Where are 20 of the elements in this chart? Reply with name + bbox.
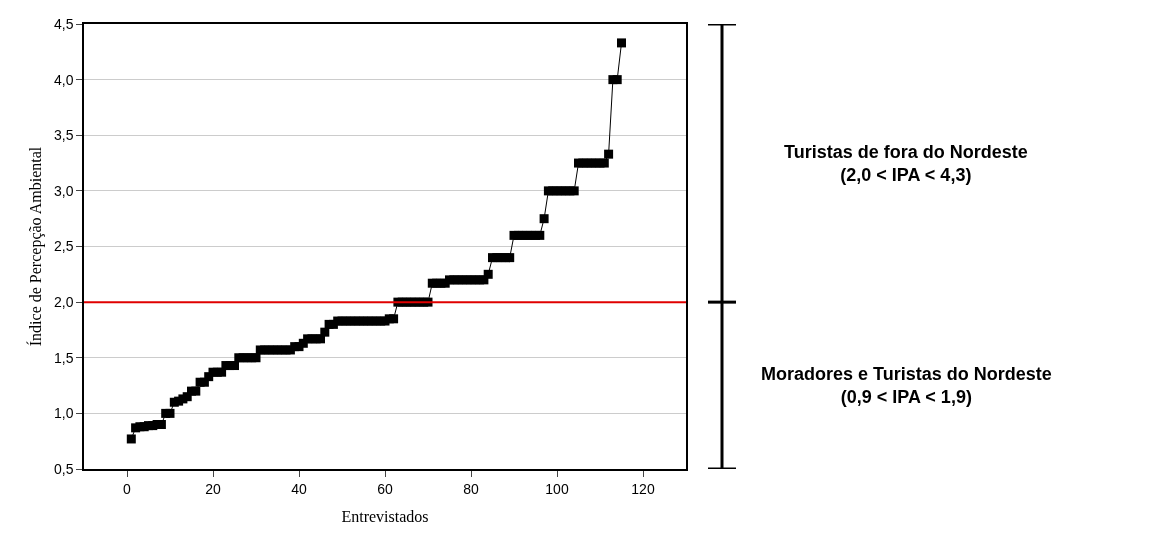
x-tick-label: 0 — [123, 480, 132, 497]
y-axis-title: Índice de Percepção Ambiental — [26, 146, 46, 347]
x-axis-title: Entrevistados — [341, 507, 429, 525]
y-tick-label: 0,5 — [53, 460, 74, 477]
y-tick-label: 2,5 — [53, 238, 74, 255]
x-tick-label: 100 — [545, 480, 569, 497]
y-tick-label: 1,5 — [53, 349, 74, 366]
y-tick-label: 4,0 — [53, 71, 74, 88]
y-tick-label: 1,0 — [53, 405, 74, 422]
y-tick-label: 3,0 — [53, 182, 74, 199]
x-tick-label: 40 — [291, 480, 307, 497]
text: Moradores e Turistas do Nordeste (0,9 < IPA < 1,9) — [761, 364, 1052, 408]
y-tick-label: 4,5 — [53, 15, 74, 32]
x-tick-label: 20 — [205, 480, 221, 497]
x-tick-label: 120 — [631, 480, 655, 497]
x-tick-label: 60 — [377, 480, 393, 497]
x-tick-label: 80 — [463, 480, 479, 497]
text: Turistas de fora do Nordeste (2,0 < IPA < 4,3) — [784, 142, 1028, 186]
y-tick-label: 2,0 — [53, 294, 74, 311]
y-tick-label: 3,5 — [53, 127, 74, 144]
